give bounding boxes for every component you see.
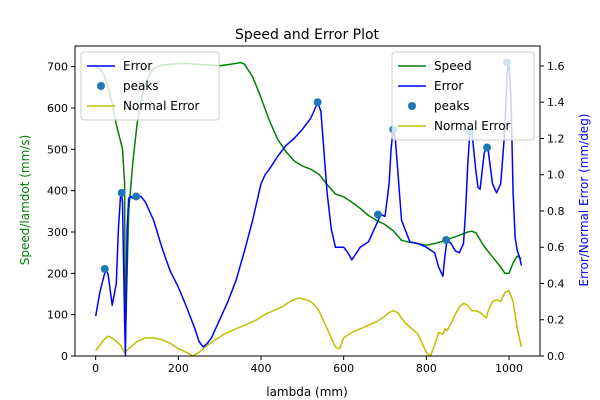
y-right-tick-label: 1.0 (547, 169, 565, 182)
error-line (94, 61, 523, 357)
legend-upper-left: Error peaks Normal Error (80, 51, 220, 121)
y-left-tick-label: 0 (61, 350, 68, 363)
y-left-tick-label: 200 (47, 267, 68, 280)
peak-point (117, 188, 126, 197)
legend-box (80, 51, 220, 121)
peak-point (132, 192, 141, 201)
legend-label: peaks (434, 99, 470, 113)
peak-point (442, 235, 451, 244)
x-tick-label: 200 (168, 362, 189, 375)
y-left-tick-label: 700 (47, 61, 68, 74)
x-tick-label: 400 (251, 362, 272, 375)
y-left-tick-label: 100 (47, 309, 68, 322)
x-tick-label: 0 (92, 362, 99, 375)
chart-title: Speed and Error Plot (235, 27, 380, 43)
legend-box (391, 51, 535, 141)
x-tick-label: 800 (416, 362, 437, 375)
y-left-tick-label: 400 (47, 185, 68, 198)
peak-point (100, 264, 109, 273)
legend-swatch (97, 82, 105, 90)
normal-error-line (95, 289, 523, 357)
ticks-layer: 0 200 400 600 800 1000 0 100 200 300 400 500 600 700 0… (47, 60, 565, 375)
y-right-tick-label: 0.2 (547, 314, 565, 327)
x-axis-label: lambda (mm) (266, 385, 348, 399)
y-right-tick-label: 1.2 (547, 132, 565, 145)
peak-point (373, 210, 382, 219)
legend-label: Speed (434, 59, 472, 73)
peak-point (483, 143, 492, 152)
y-right-tick-label: 1.4 (547, 96, 565, 109)
speed-line (95, 61, 522, 341)
y-right-tick-label: 0.0 (547, 350, 565, 363)
y-left-tick-label: 500 (47, 143, 68, 156)
legend-layer: Error peaks Normal Error Speed Error peaks Nor… (80, 51, 535, 141)
y-right-tick-label: 1.6 (547, 60, 565, 73)
y-right-tick-label: 0.6 (547, 241, 565, 254)
legend-label: peaks (123, 79, 159, 93)
legend-label: Error (434, 79, 463, 93)
peak-point (313, 98, 322, 107)
legend-label: Normal Error (434, 119, 511, 133)
legend-upper-right: Speed Error peaks Normal Error (391, 51, 535, 141)
y-left-tick-label: 300 (47, 226, 68, 239)
x-tick-label: 600 (333, 362, 354, 375)
legend-label: Normal Error (123, 99, 200, 113)
legend-label: Error (123, 59, 152, 73)
y-axis-right-label: Error/Normal Error (mm/deg) (577, 114, 591, 287)
x-tick-label: 1000 (495, 362, 523, 375)
y-left-tick-label: 600 (47, 102, 68, 115)
y-right-tick-label: 0.4 (547, 277, 565, 290)
y-right-tick-label: 0.8 (547, 205, 565, 218)
legend-swatch (408, 102, 416, 110)
y-axis-left-label: Speed/lamdot (mm/s) (18, 135, 32, 266)
plot-frame (74, 45, 541, 357)
